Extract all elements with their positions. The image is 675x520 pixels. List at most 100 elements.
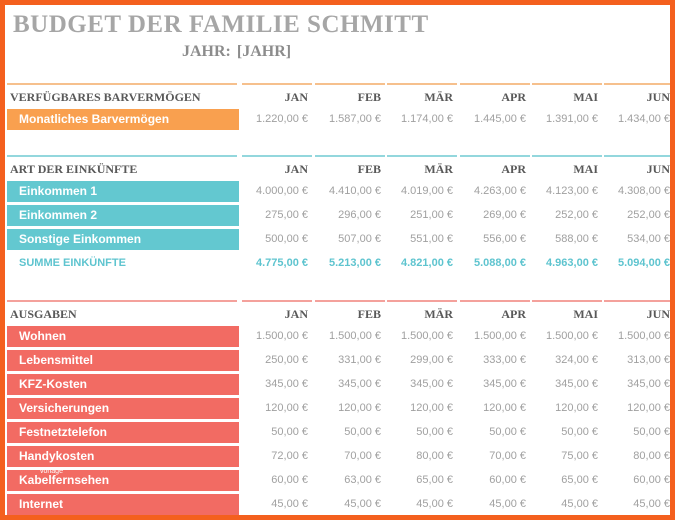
value-cell[interactable]: 63,00 € [344, 474, 381, 486]
month-header-income-1: FEB [357, 162, 381, 176]
value-cell[interactable]: 1.174,00 € [401, 113, 453, 125]
row-label-expenses[interactable]: Festnetztelefon [7, 422, 239, 443]
value-cell[interactable]: 50,00 € [633, 426, 670, 438]
value-cell[interactable]: 120,00 € [627, 402, 670, 414]
value-cell[interactable]: 252,00 € [555, 209, 598, 221]
value-cell[interactable]: 4.123,00 € [546, 185, 598, 197]
value-cell[interactable]: 1.500,00 € [474, 330, 526, 342]
value-cell[interactable]: 45,00 € [344, 498, 381, 510]
row-label-income[interactable]: Einkommen 1 [7, 181, 239, 202]
value-cell[interactable]: 120,00 € [483, 402, 526, 414]
value-cell[interactable]: 1.391,00 € [546, 113, 598, 125]
month-rule-expenses-5 [604, 300, 670, 302]
value-cell[interactable]: 120,00 € [338, 402, 381, 414]
value-cell[interactable]: 4.308,00 € [618, 185, 670, 197]
value-cell[interactable]: 70,00 € [489, 450, 526, 462]
value-cell[interactable]: 275,00 € [265, 209, 308, 221]
value-cell[interactable]: 250,00 € [265, 354, 308, 366]
value-cell[interactable]: 50,00 € [344, 426, 381, 438]
section-rule-expenses [7, 300, 237, 302]
value-cell[interactable]: 1.445,00 € [474, 113, 526, 125]
value-cell[interactable]: 4.410,00 € [329, 185, 381, 197]
month-rule-cash-3 [460, 83, 530, 85]
value-cell[interactable]: 1.500,00 € [618, 330, 670, 342]
value-cell[interactable]: 1.434,00 € [618, 113, 670, 125]
row-label-income[interactable]: Einkommen 2 [7, 205, 239, 226]
value-cell[interactable]: 556,00 € [483, 233, 526, 245]
month-rule-income-5 [604, 155, 670, 157]
value-cell[interactable]: 65,00 € [416, 474, 453, 486]
value-cell[interactable]: 345,00 € [338, 378, 381, 390]
value-cell[interactable]: 534,00 € [627, 233, 670, 245]
value-cell[interactable]: 299,00 € [410, 354, 453, 366]
value-cell[interactable]: 4.263,00 € [474, 185, 526, 197]
value-cell[interactable]: 80,00 € [416, 450, 453, 462]
value-cell[interactable]: 75,00 € [561, 450, 598, 462]
value-cell[interactable]: 45,00 € [489, 498, 526, 510]
value-cell[interactable]: 120,00 € [555, 402, 598, 414]
value-cell[interactable]: 45,00 € [271, 498, 308, 510]
value-cell[interactable]: 4.000,00 € [256, 185, 308, 197]
row-label-expenses[interactable]: Wohnen [7, 326, 239, 347]
value-cell[interactable]: 50,00 € [489, 426, 526, 438]
value-cell[interactable]: 45,00 € [633, 498, 670, 510]
row-label-expenses[interactable]: KFZ-Kosten [7, 374, 239, 395]
row-label-expenses[interactable]: Internet [7, 494, 239, 515]
value-cell[interactable]: 345,00 € [483, 378, 526, 390]
value-cell[interactable]: 251,00 € [410, 209, 453, 221]
row-label-expenses[interactable]: Handykosten [7, 446, 239, 467]
overlay-text: vorlage [40, 468, 63, 475]
value-cell[interactable]: 296,00 € [338, 209, 381, 221]
value-cell[interactable]: 120,00 € [265, 402, 308, 414]
row-label-cash[interactable]: Monatliches Barvermögen [7, 109, 239, 130]
value-cell[interactable]: 80,00 € [633, 450, 670, 462]
value-cell[interactable]: 331,00 € [338, 354, 381, 366]
value-cell[interactable]: 1.500,00 € [546, 330, 598, 342]
value-cell[interactable]: 313,00 € [627, 354, 670, 366]
value-cell[interactable]: 1.220,00 € [256, 113, 308, 125]
row-label-expenses[interactable]: Kabelfernsehen [7, 470, 239, 491]
month-header-income-3: APR [501, 162, 526, 176]
value-cell[interactable]: 252,00 € [627, 209, 670, 221]
value-cell[interactable]: 551,00 € [410, 233, 453, 245]
row-label-expenses[interactable]: Versicherungen [7, 398, 239, 419]
row-label-income[interactable]: Sonstige Einkommen [7, 229, 239, 250]
value-cell[interactable]: 1.500,00 € [256, 330, 308, 342]
value-cell[interactable]: 50,00 € [561, 426, 598, 438]
value-cell[interactable]: 588,00 € [555, 233, 598, 245]
value-cell[interactable]: 60,00 € [489, 474, 526, 486]
value-cell[interactable]: 345,00 € [627, 378, 670, 390]
row-label-expenses[interactable]: Lebensmittel [7, 350, 239, 371]
month-header-income-0: JAN [284, 162, 308, 176]
section-rule-income [7, 155, 237, 157]
value-cell[interactable]: 4.019,00 € [401, 185, 453, 197]
value-cell[interactable]: 500,00 € [265, 233, 308, 245]
value-cell[interactable]: 1.587,00 € [329, 113, 381, 125]
value-cell[interactable]: 345,00 € [410, 378, 453, 390]
value-cell[interactable]: 50,00 € [416, 426, 453, 438]
value-cell[interactable]: 65,00 € [561, 474, 598, 486]
value-cell[interactable]: 345,00 € [265, 378, 308, 390]
month-header-cash-2: MÄR [424, 90, 453, 104]
value-cell[interactable]: 507,00 € [338, 233, 381, 245]
value-cell[interactable]: 120,00 € [410, 402, 453, 414]
value-cell[interactable]: 45,00 € [561, 498, 598, 510]
value-cell[interactable]: 60,00 € [633, 474, 670, 486]
month-header-cash-4: MAI [573, 90, 598, 104]
value-cell[interactable]: 1.500,00 € [401, 330, 453, 342]
year-value[interactable]: [JAHR] [236, 43, 292, 60]
month-rule-cash-5 [604, 83, 670, 85]
value-cell[interactable]: 60,00 € [271, 474, 308, 486]
value-cell[interactable]: 45,00 € [416, 498, 453, 510]
value-cell[interactable]: 345,00 € [555, 378, 598, 390]
month-rule-cash-4 [532, 83, 602, 85]
month-rule-income-4 [532, 155, 602, 157]
value-cell[interactable]: 324,00 € [555, 354, 598, 366]
value-cell[interactable]: 333,00 € [483, 354, 526, 366]
value-cell[interactable]: 70,00 € [344, 450, 381, 462]
value-cell[interactable]: 1.500,00 € [329, 330, 381, 342]
value-cell[interactable]: 72,00 € [271, 450, 308, 462]
value-cell[interactable]: 50,00 € [271, 426, 308, 438]
value-cell[interactable]: 269,00 € [483, 209, 526, 221]
month-rule-income-1 [315, 155, 385, 157]
